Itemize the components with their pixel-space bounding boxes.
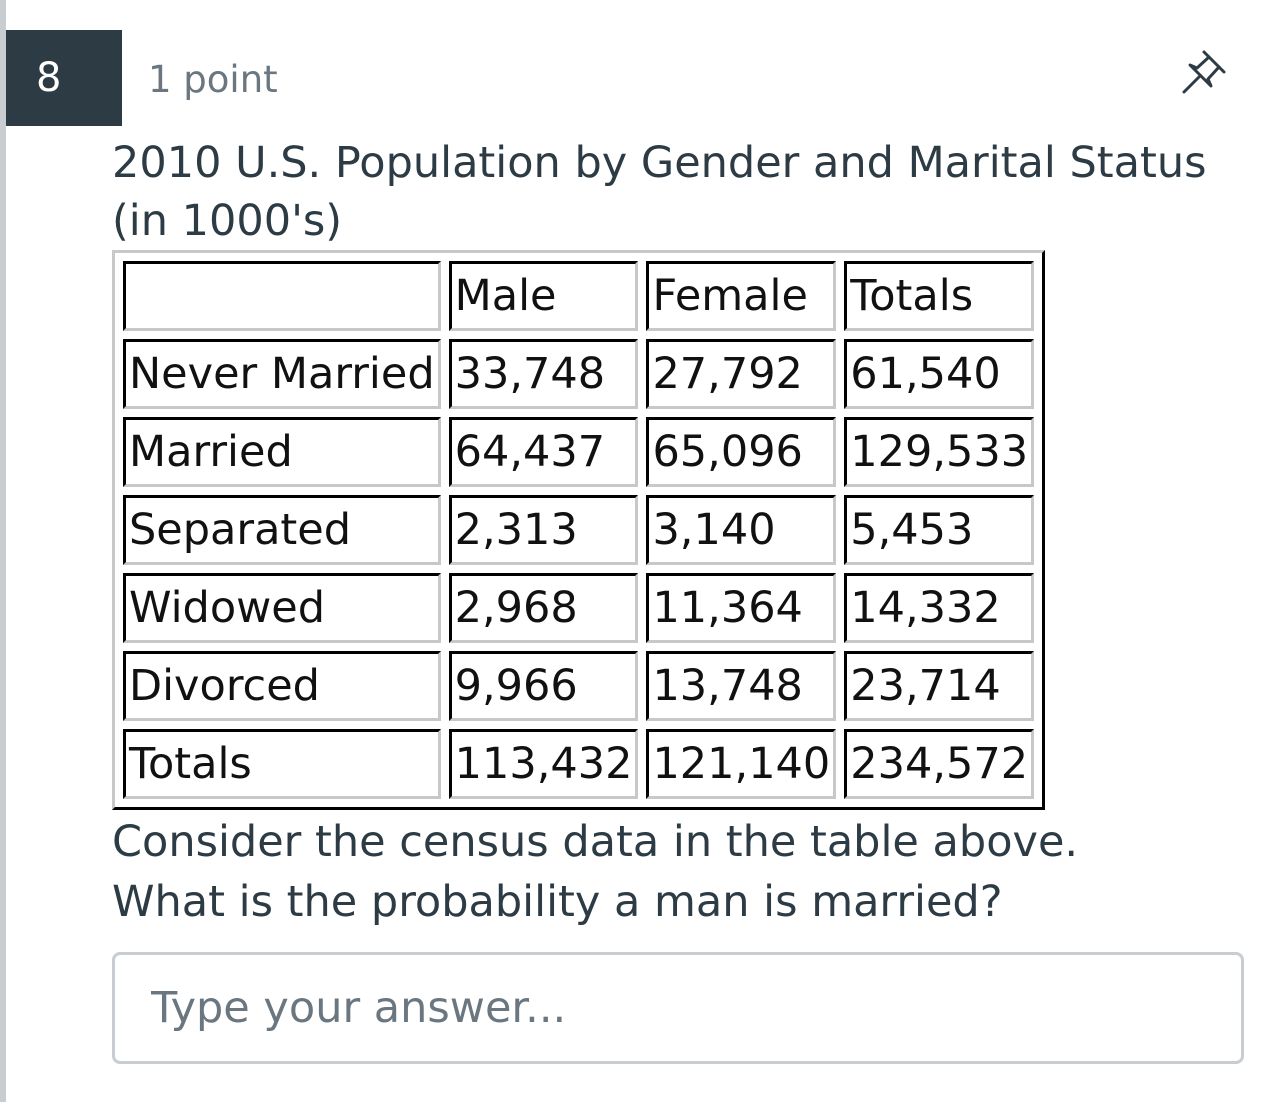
table-cell: 121,140 xyxy=(646,729,837,799)
table-cell: 23,714 xyxy=(844,651,1035,721)
pushpin-icon[interactable] xyxy=(1178,44,1232,98)
table-cell: Divorced xyxy=(123,651,441,721)
table-cell: 2,968 xyxy=(448,573,639,643)
table-header-cell: Female xyxy=(646,261,837,331)
table-cell: 5,453 xyxy=(844,495,1035,565)
table-cell: Separated xyxy=(123,495,441,565)
left-rule xyxy=(0,0,6,1102)
census-table: Male Female Totals Never Married 33,748 … xyxy=(112,250,1046,810)
question-prompt: Consider the census data in the table ab… xyxy=(112,812,1078,932)
table-cell: 2,313 xyxy=(448,495,639,565)
table-cell: Totals xyxy=(123,729,441,799)
question-number-badge: 8 xyxy=(6,30,122,126)
question-title: 2010 U.S. Population by Gender and Marit… xyxy=(112,138,1207,246)
table-cell: 129,533 xyxy=(844,417,1035,487)
table-cell: 113,432 xyxy=(448,729,639,799)
table-cell: 9,966 xyxy=(448,651,639,721)
table-row: Divorced 9,966 13,748 23,714 xyxy=(123,651,1035,721)
table-cell: 3,140 xyxy=(646,495,837,565)
table-cell: 13,748 xyxy=(646,651,837,721)
census-table-container: Male Female Totals Never Married 33,748 … xyxy=(112,250,1046,810)
table-header-cell xyxy=(123,261,441,331)
table-cell: 33,748 xyxy=(448,339,639,409)
table-cell: 61,540 xyxy=(844,339,1035,409)
table-row: Widowed 2,968 11,364 14,332 xyxy=(123,573,1035,643)
table-header-cell: Male xyxy=(448,261,639,331)
question-prompt-line: Consider the census data in the table ab… xyxy=(112,817,1079,867)
table-header-cell: Totals xyxy=(844,261,1035,331)
table-cell: 234,572 xyxy=(844,729,1035,799)
table-row: Married 64,437 65,096 129,533 xyxy=(123,417,1035,487)
table-row: Separated 2,313 3,140 5,453 xyxy=(123,495,1035,565)
table-cell: 27,792 xyxy=(646,339,837,409)
question-points: 1 point xyxy=(148,58,278,101)
table-cell: Married xyxy=(123,417,441,487)
table-row: Never Married 33,748 27,792 61,540 xyxy=(123,339,1035,409)
table-cell: 64,437 xyxy=(448,417,639,487)
table-totals-row: Totals 113,432 121,140 234,572 xyxy=(123,729,1035,799)
table-cell: Widowed xyxy=(123,573,441,643)
table-cell: 14,332 xyxy=(844,573,1035,643)
table-cell: Never Married xyxy=(123,339,441,409)
table-cell: 65,096 xyxy=(646,417,837,487)
answer-input[interactable] xyxy=(112,952,1244,1064)
table-cell: 11,364 xyxy=(646,573,837,643)
question-prompt-line: What is the probability a man is married… xyxy=(112,877,1003,927)
table-header-row: Male Female Totals xyxy=(123,261,1035,331)
